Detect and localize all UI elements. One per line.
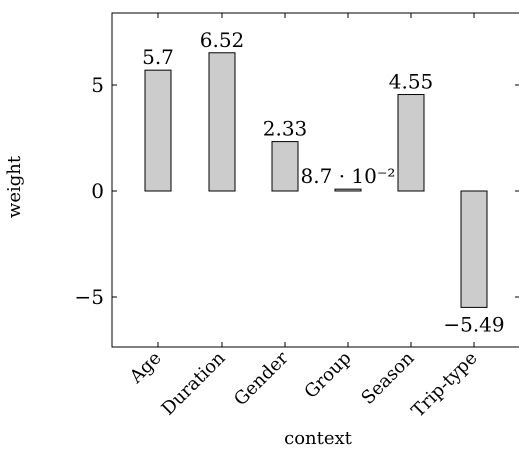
data-label-gender: 2.33 [263, 117, 308, 141]
bar-duration [208, 52, 236, 192]
plot-frame [111, 12, 519, 348]
y-axis: −5 0 5 [75, 73, 519, 309]
x-tick-label-group: Group [300, 348, 355, 403]
y-axis-title: weight [4, 155, 25, 218]
bar-trip-type [460, 190, 488, 308]
x-tick-label-trip-type: Trip-type [408, 348, 482, 422]
x-tick-label-gender: Gender [230, 347, 293, 410]
x-axis-title: context [284, 428, 353, 449]
data-label-age: 5.7 [142, 45, 174, 69]
data-label-trip-type: −5.49 [443, 312, 504, 336]
bar-group [334, 188, 362, 192]
y-tick-label: 0 [91, 179, 104, 203]
x-tick-label-age: Age [125, 348, 165, 388]
bars [144, 52, 488, 308]
bar-season [397, 94, 425, 192]
data-labels: 5.7 6.52 2.33 8.7 · 10⁻² 4.55 −5.49 [142, 28, 505, 337]
y-tick-label: −5 [75, 285, 104, 309]
y-tick-label: 5 [91, 73, 104, 97]
bar-gender [271, 141, 299, 192]
bar-age [144, 69, 172, 192]
data-label-group: 8.7 · 10⁻² [301, 164, 396, 188]
data-label-season: 4.55 [389, 70, 434, 94]
x-tick-label-duration: Duration [158, 347, 230, 419]
x-tick-label-season: Season [357, 347, 418, 408]
data-label-duration: 6.52 [200, 28, 245, 52]
